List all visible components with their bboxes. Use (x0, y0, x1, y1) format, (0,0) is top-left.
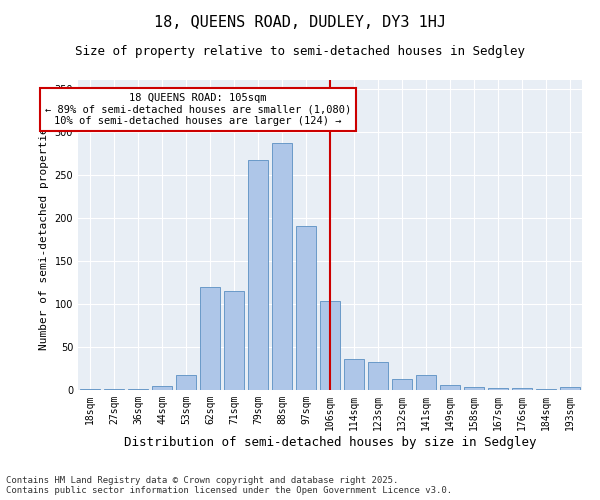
Bar (464, 386, 484, 390)
Bar (296, 226, 316, 390)
Bar (392, 379, 412, 390)
X-axis label: Distribution of semi-detached houses by size in Sedgley: Distribution of semi-detached houses by … (124, 436, 536, 448)
Bar (536, 389, 556, 390)
Bar (368, 362, 388, 390)
Text: 18, QUEENS ROAD, DUDLEY, DY3 1HJ: 18, QUEENS ROAD, DUDLEY, DY3 1HJ (154, 15, 446, 30)
Text: Contains HM Land Registry data © Crown copyright and database right 2025.
Contai: Contains HM Land Registry data © Crown c… (6, 476, 452, 495)
Bar (560, 388, 580, 390)
Bar (344, 359, 364, 390)
Bar (224, 291, 244, 390)
Text: 18 QUEENS ROAD: 105sqm
← 89% of semi-detached houses are smaller (1,080)
10% of : 18 QUEENS ROAD: 105sqm ← 89% of semi-det… (45, 93, 351, 126)
Bar (272, 143, 292, 390)
Bar (80, 389, 100, 390)
Bar (176, 376, 196, 390)
Bar (416, 376, 436, 390)
Bar (200, 286, 220, 390)
Bar (488, 388, 508, 390)
Bar (152, 386, 172, 390)
Text: Size of property relative to semi-detached houses in Sedgley: Size of property relative to semi-detach… (75, 45, 525, 58)
Bar (128, 389, 148, 390)
Bar (512, 388, 532, 390)
Bar (248, 160, 268, 390)
Bar (320, 302, 340, 390)
Bar (104, 389, 124, 390)
Y-axis label: Number of semi-detached properties: Number of semi-detached properties (39, 120, 49, 350)
Bar (440, 385, 460, 390)
